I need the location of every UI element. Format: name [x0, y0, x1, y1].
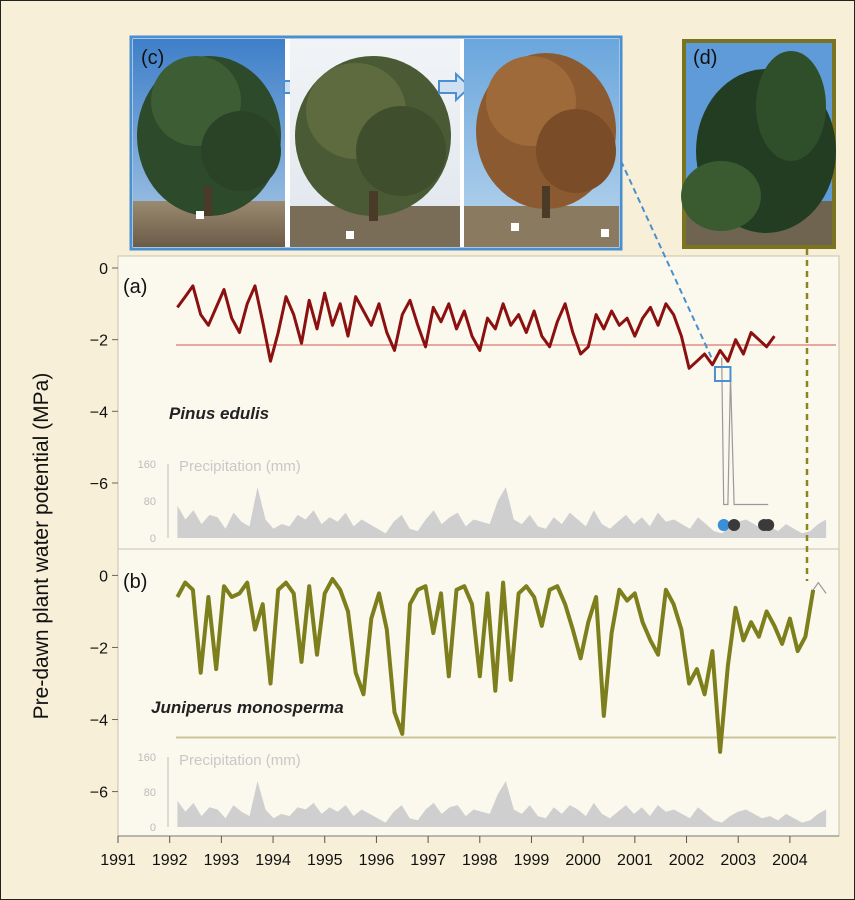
x-tick-label: 1993: [204, 852, 240, 869]
precipitation-area: [177, 781, 827, 827]
mortality-marker: [762, 519, 775, 531]
y-tick-label: −4: [90, 713, 108, 730]
x-tick-label: 1997: [410, 852, 446, 869]
x-tick-label: 2002: [669, 852, 705, 869]
y-tick-label: −6: [90, 785, 108, 802]
y-axis-label: Pre-dawn plant water potential (MPa): [30, 373, 53, 720]
species-label: Pinus edulis: [169, 404, 269, 423]
series-raw-line: [721, 357, 769, 506]
series-mean-line: [176, 284, 776, 370]
species-label: Juniperus monosperma: [151, 698, 344, 717]
plot-area: [117, 255, 840, 837]
y-tick-label: −2: [90, 640, 108, 657]
panel-label: (b): [123, 571, 147, 593]
y-tick-label: 0: [99, 568, 108, 585]
x-tick-label: 2003: [720, 852, 756, 869]
y-tick-label: 0: [99, 261, 108, 278]
x-tick-label: 1996: [359, 852, 395, 869]
x-axis: 1991 1992 1993 1994 1995 1996 1997 1998 1999 2000…: [100, 835, 839, 869]
precipitation-tick-label: 0: [150, 533, 156, 545]
precipitation-tick-label: 0: [150, 822, 156, 834]
precipitation-tick-label: 80: [144, 787, 156, 799]
x-tick-label: 1999: [514, 852, 550, 869]
photo-c: (c): [129, 35, 623, 251]
y-tick-label: −6: [90, 476, 108, 493]
panel-label: (a): [123, 276, 147, 298]
photo-c-label: (c): [141, 47, 164, 69]
panel-b: 0 −2 −4 −6 160 80 0 Precipitation (mm) (b) Junipe…: [90, 568, 836, 834]
x-tick-label: 2000: [565, 852, 601, 869]
x-tick-label: 1991: [100, 852, 136, 869]
x-tick-label: 1994: [255, 852, 291, 869]
x-tick-label: 1998: [462, 852, 498, 869]
precipitation-tick-label: 160: [138, 459, 156, 471]
photo-d: (d): [681, 39, 836, 249]
precipitation-label: Precipitation (mm): [179, 752, 301, 769]
precipitation-label: Precipitation (mm): [179, 458, 301, 475]
series-mean-line: [175, 577, 816, 754]
panel-a: 0 −2 −4 −6 160 80 0 Precipitation (mm) (a) Pinus …: [90, 261, 836, 545]
x-tick-label: 2001: [617, 852, 653, 869]
photo-c-panel-2: [290, 39, 460, 247]
x-tick-label: 1995: [307, 852, 343, 869]
x-tick-label: 1992: [152, 852, 188, 869]
series-raw-line: [812, 581, 827, 594]
y-tick-label: −2: [90, 333, 108, 350]
connector-c: [620, 160, 714, 362]
mortality-marker: [728, 519, 741, 531]
highlight-box: [713, 366, 732, 382]
x-tick-label: 2004: [772, 852, 808, 869]
photo-c-panel-3: [464, 39, 619, 247]
precipitation-tick-label: 80: [144, 496, 156, 508]
photo-c-panel-1: [133, 39, 285, 247]
photo-d-label: (d): [693, 47, 717, 69]
precipitation-area: [177, 487, 827, 538]
y-tick-label: −4: [90, 404, 108, 421]
mortality-marker: [717, 519, 730, 531]
arrow-icon: [438, 71, 472, 103]
precipitation-tick-label: 160: [138, 752, 156, 764]
